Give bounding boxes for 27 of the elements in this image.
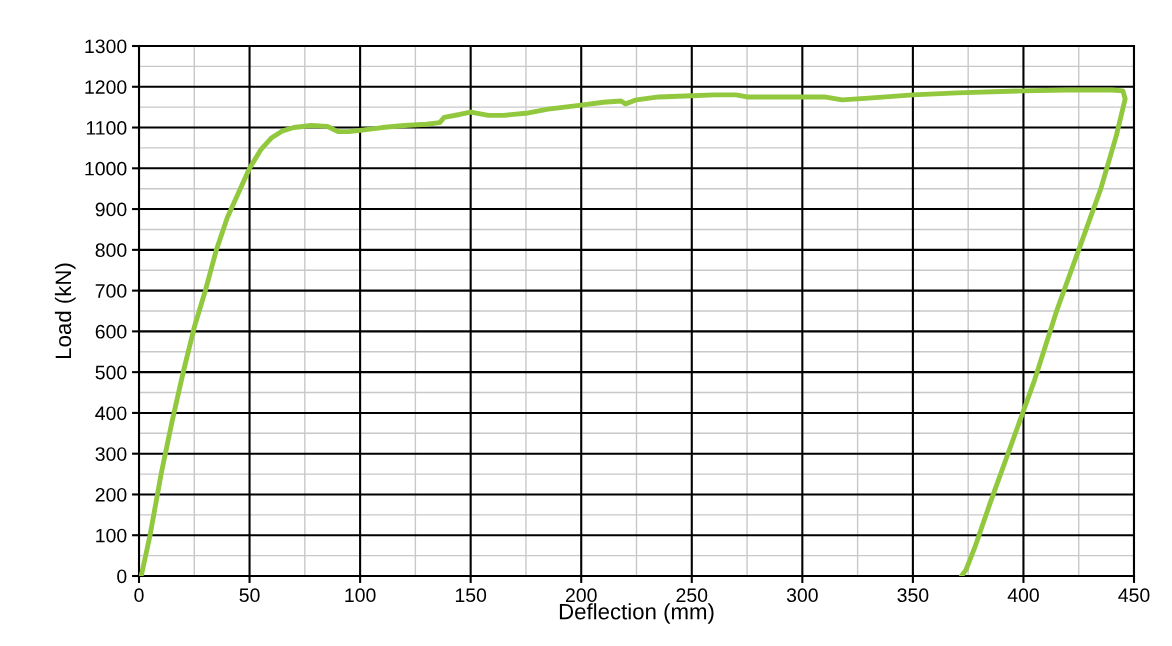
- x-tick-label: 350: [897, 588, 929, 603]
- x-tick-label: 150: [455, 588, 487, 603]
- x-tick-label: 450: [1118, 588, 1150, 603]
- line-series: [139, 87, 1128, 576]
- y-tick-label: 300: [95, 447, 127, 461]
- y-tick-label: 400: [95, 406, 127, 421]
- y-tick-label: 200: [95, 487, 127, 502]
- x-axis-title: Deflection (mm): [559, 603, 714, 624]
- y-tick-label: 600: [95, 324, 127, 339]
- y-tick-label: 1200: [85, 80, 127, 95]
- y-tick-label: 800: [95, 243, 127, 258]
- y-tick-label: 500: [95, 365, 127, 380]
- y-tick-label: 900: [95, 202, 127, 217]
- y-tick-label: 100: [96, 528, 127, 543]
- y-tick-label: 1300: [85, 39, 127, 54]
- y-tick-label: 700: [95, 284, 127, 298]
- x-tick-label: 300: [786, 588, 818, 603]
- y-axis-title: Load (kN): [54, 263, 76, 358]
- y-tick-label: 1100: [86, 121, 127, 135]
- x-tick-label: 400: [1007, 588, 1039, 603]
- x-tick-label: 100: [345, 588, 376, 603]
- y-tick-label: 0: [117, 569, 127, 584]
- x-tick-label: 0: [134, 588, 144, 603]
- x-tick-label: 200: [565, 588, 597, 603]
- x-tick-label: 250: [676, 588, 708, 603]
- y-tick-label: 1000: [85, 161, 127, 176]
- x-tick-label: 50: [239, 588, 260, 603]
